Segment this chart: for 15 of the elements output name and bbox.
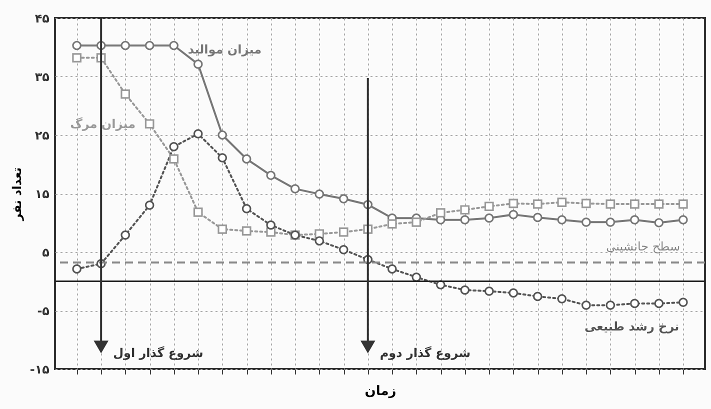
series-label: نرخ رشد طبیعی: [584, 319, 680, 334]
series-label: میزان موالید: [188, 42, 262, 56]
y-tick-label: ۳۵: [34, 70, 50, 84]
y-tick-label: -۵: [37, 304, 50, 318]
y-tick-label: -۱۵: [30, 362, 50, 376]
annotation: شروع گذار دوم: [380, 346, 470, 360]
y-tick-label: ۵: [42, 246, 50, 260]
y-tick-label: ۱۵: [34, 187, 50, 201]
y-axis-title: تعداد نفر: [10, 167, 24, 222]
ref-line-label: سطح جانشینی: [606, 240, 680, 254]
series-label: میزان مرگ: [70, 116, 136, 131]
y-tick-label: ۲۵: [34, 128, 50, 142]
y-tick-label: ۴۵: [34, 12, 50, 26]
annotation: شروع گذار اول: [113, 346, 204, 360]
x-axis-title: زمان: [364, 384, 396, 399]
